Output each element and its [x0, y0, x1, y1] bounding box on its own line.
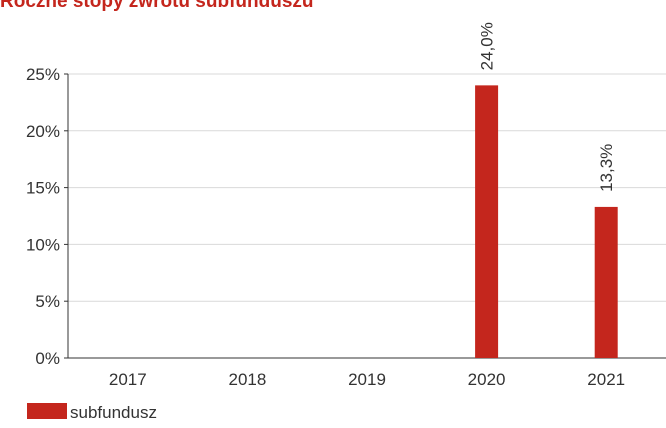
x-tick-label: 2018	[228, 370, 266, 389]
legend-swatch	[27, 403, 67, 419]
x-tick-label: 2019	[348, 370, 386, 389]
grid	[68, 73, 666, 302]
chart-title: Roczne stopy zwrotu subfunduszu	[0, 0, 314, 12]
y-tick-label: 5%	[35, 292, 60, 311]
data-label: 24,0%	[478, 22, 497, 70]
data-labels: 24,0% 13,3%	[478, 22, 617, 192]
x-tick-label: 2021	[587, 370, 625, 389]
y-tick-label: 20%	[26, 122, 60, 141]
bar	[475, 85, 499, 359]
legend: subfundusz	[27, 403, 157, 422]
axes: 0% 5% 10% 15% 20% 25% 2017 2018 2019 2020 2021	[26, 65, 666, 389]
y-tick-label: 0%	[35, 349, 60, 368]
y-tick-label: 25%	[26, 65, 60, 84]
y-tick-label: 10%	[26, 235, 60, 254]
y-tick-label: 15%	[26, 179, 60, 198]
x-tick-label: 2017	[109, 370, 147, 389]
bars	[475, 85, 618, 359]
data-label: 13,3%	[597, 144, 616, 192]
x-tick-label: 2020	[468, 370, 506, 389]
bar	[594, 206, 618, 358]
legend-label: subfundusz	[70, 403, 157, 422]
